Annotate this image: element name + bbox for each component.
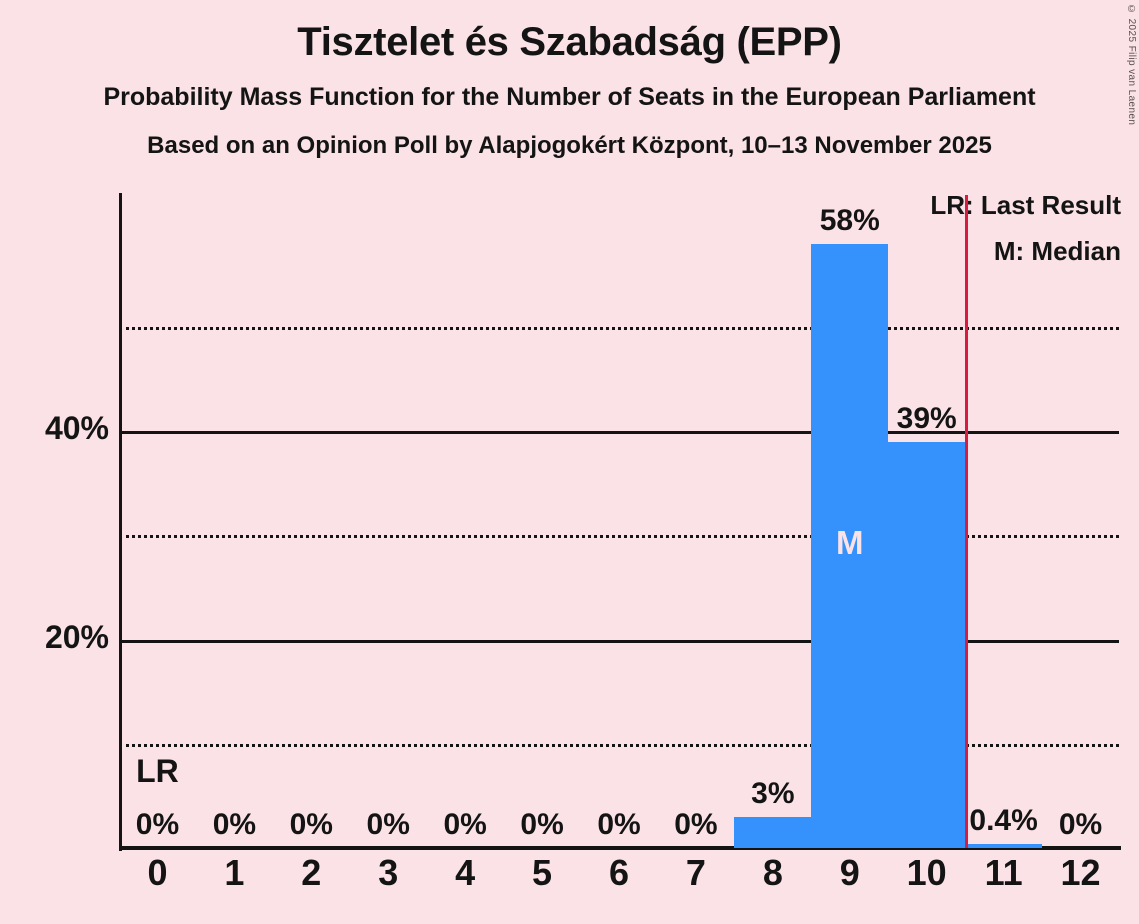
- x-axis-line: [119, 846, 1121, 850]
- chart-subtitle: Probability Mass Function for the Number…: [103, 83, 1036, 111]
- x-tick-label-10: 10: [906, 852, 947, 893]
- chart-source-note: Based on an Opinion Poll by Alapjogokért…: [147, 132, 992, 159]
- x-tick-label-8: 8: [762, 852, 783, 893]
- x-tick-label-6: 6: [608, 852, 629, 893]
- bar-value-label-11: 0.4%: [969, 803, 1038, 837]
- x-tick-label-12: 12: [1060, 852, 1101, 893]
- bar-seat-9[interactable]: [811, 243, 889, 848]
- x-tick-label-0: 0: [147, 852, 168, 893]
- x-tick-label-11: 11: [984, 852, 1023, 893]
- x-tick-label-1: 1: [224, 852, 245, 893]
- x-tick-label-3: 3: [378, 852, 399, 893]
- bar-seat-8[interactable]: [734, 816, 812, 848]
- bar-value-label-0: 0%: [135, 808, 180, 841]
- gridline-10pct: [119, 743, 1119, 747]
- bar-value-label-7: 0%: [674, 808, 718, 841]
- last-result-marker: LR: [136, 753, 179, 789]
- bar-value-label-2: 0%: [289, 808, 333, 841]
- median-marker: M: [836, 523, 864, 561]
- bar-value-label-10: 39%: [896, 401, 957, 435]
- gridline-40pct: [119, 431, 1119, 435]
- gridline-50pct: [119, 327, 1119, 330]
- plot-area: M: [119, 195, 1119, 848]
- gridline-20pct: [119, 639, 1119, 643]
- bar-value-label-6: 0%: [597, 808, 641, 841]
- bar-value-label-5: 0%: [520, 808, 564, 841]
- x-tick-label-7: 7: [685, 852, 706, 893]
- y-axis-line: [119, 193, 122, 851]
- x-tick-label-5: 5: [532, 852, 553, 893]
- x-tick-label-9: 9: [839, 852, 860, 893]
- x-tick-label-2: 2: [301, 852, 322, 893]
- bar-value-label-12: 0%: [1058, 808, 1103, 841]
- bar-value-label-1: 0%: [212, 808, 257, 841]
- page-title: Tisztelet és Szabadság (EPP): [297, 20, 842, 64]
- last-result-line: [965, 195, 969, 848]
- legend-item-median: M: Median: [993, 236, 1121, 266]
- bar-value-label-3: 0%: [366, 808, 410, 841]
- chart-legend: LR: Last Result M: Median: [930, 182, 1121, 274]
- bar-value-label-9: 58%: [819, 203, 880, 237]
- bar-value-label-8: 3%: [751, 776, 795, 810]
- y-tick-label-40: 40%: [44, 410, 109, 447]
- y-tick-label-20: 20%: [44, 618, 109, 655]
- bar-value-label-4: 0%: [443, 808, 487, 841]
- x-tick-label-4: 4: [455, 852, 476, 893]
- chart-header: Tisztelet és Szabadság (EPP) Probability…: [0, 0, 1139, 160]
- legend-item-last-result: LR: Last Result: [930, 190, 1121, 220]
- gridline-30pct: [119, 535, 1119, 539]
- y-axis-tick-labels: 20% 40%: [0, 0, 109, 924]
- bar-seat-11[interactable]: [965, 843, 1043, 848]
- bar-seat-10[interactable]: [888, 441, 966, 848]
- copyright-notice: © 2025 Filip van Laenen: [1126, 4, 1137, 126]
